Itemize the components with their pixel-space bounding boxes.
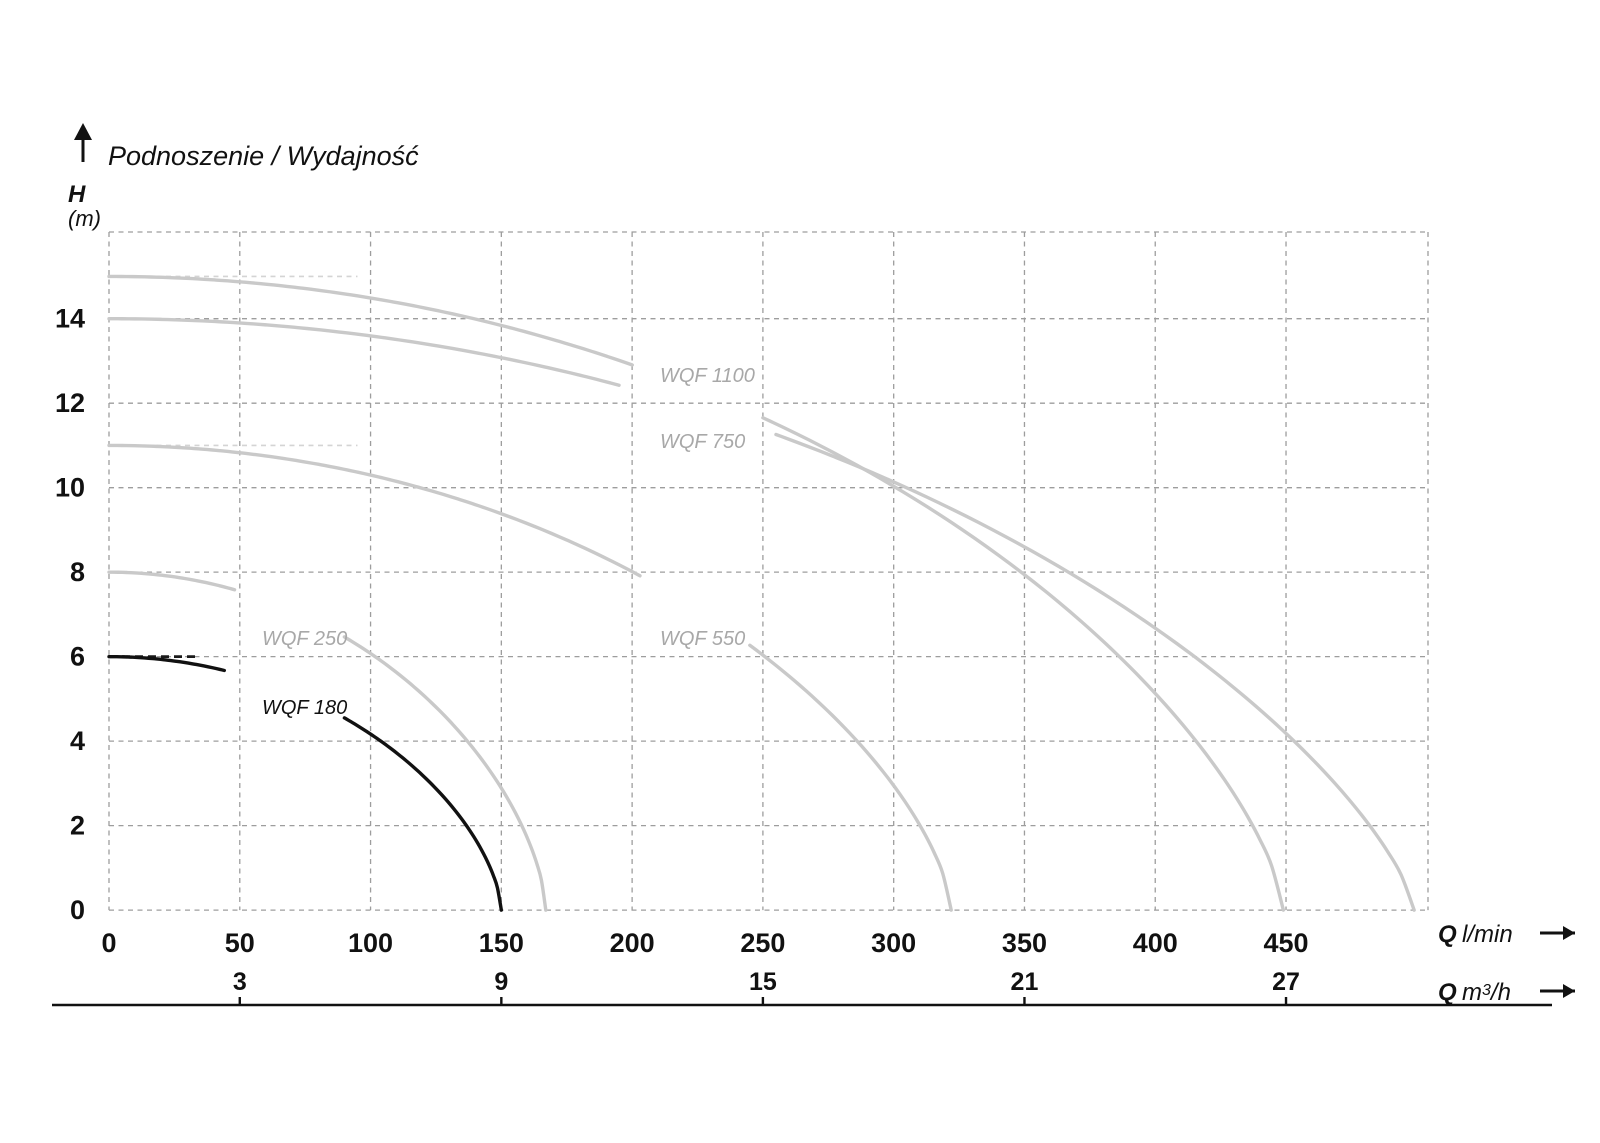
svg-text:400: 400: [1133, 928, 1178, 958]
svg-text:350: 350: [1002, 928, 1047, 958]
svg-text:0: 0: [101, 928, 116, 958]
svg-text:0: 0: [70, 895, 85, 925]
svg-text:12: 12: [55, 388, 85, 418]
svg-text:H: H: [68, 181, 86, 208]
svg-text:21: 21: [1011, 968, 1039, 996]
svg-text:200: 200: [610, 928, 655, 958]
svg-text:250: 250: [740, 928, 785, 958]
svg-text:300: 300: [871, 928, 916, 958]
svg-text:9: 9: [494, 968, 508, 996]
svg-text:150: 150: [479, 928, 524, 958]
svg-text:27: 27: [1272, 968, 1300, 996]
svg-text:Podnoszenie / Wydajność: Podnoszenie / Wydajność: [108, 141, 419, 171]
svg-text:10: 10: [55, 473, 85, 503]
svg-text:8: 8: [70, 557, 85, 587]
svg-text:2: 2: [70, 811, 85, 841]
svg-text:15: 15: [749, 968, 777, 996]
svg-text:WQF 1100: WQF 1100: [660, 365, 755, 387]
svg-text:6: 6: [70, 642, 85, 672]
svg-text:WQF 750: WQF 750: [660, 431, 745, 453]
svg-text:(m): (m): [68, 206, 101, 231]
svg-text:Q: Q: [1438, 979, 1457, 1006]
svg-text:WQF 550: WQF 550: [660, 628, 745, 650]
svg-text:WQF 180: WQF 180: [262, 697, 347, 719]
svg-text:100: 100: [348, 928, 393, 958]
svg-text:14: 14: [55, 304, 85, 334]
svg-text:WQF 250: WQF 250: [262, 628, 347, 650]
svg-text:450: 450: [1263, 928, 1308, 958]
svg-text:4: 4: [70, 726, 85, 756]
svg-text:50: 50: [225, 928, 255, 958]
svg-text:l/min: l/min: [1462, 921, 1513, 948]
svg-text:Q: Q: [1438, 921, 1457, 948]
svg-text:3: 3: [233, 968, 247, 996]
